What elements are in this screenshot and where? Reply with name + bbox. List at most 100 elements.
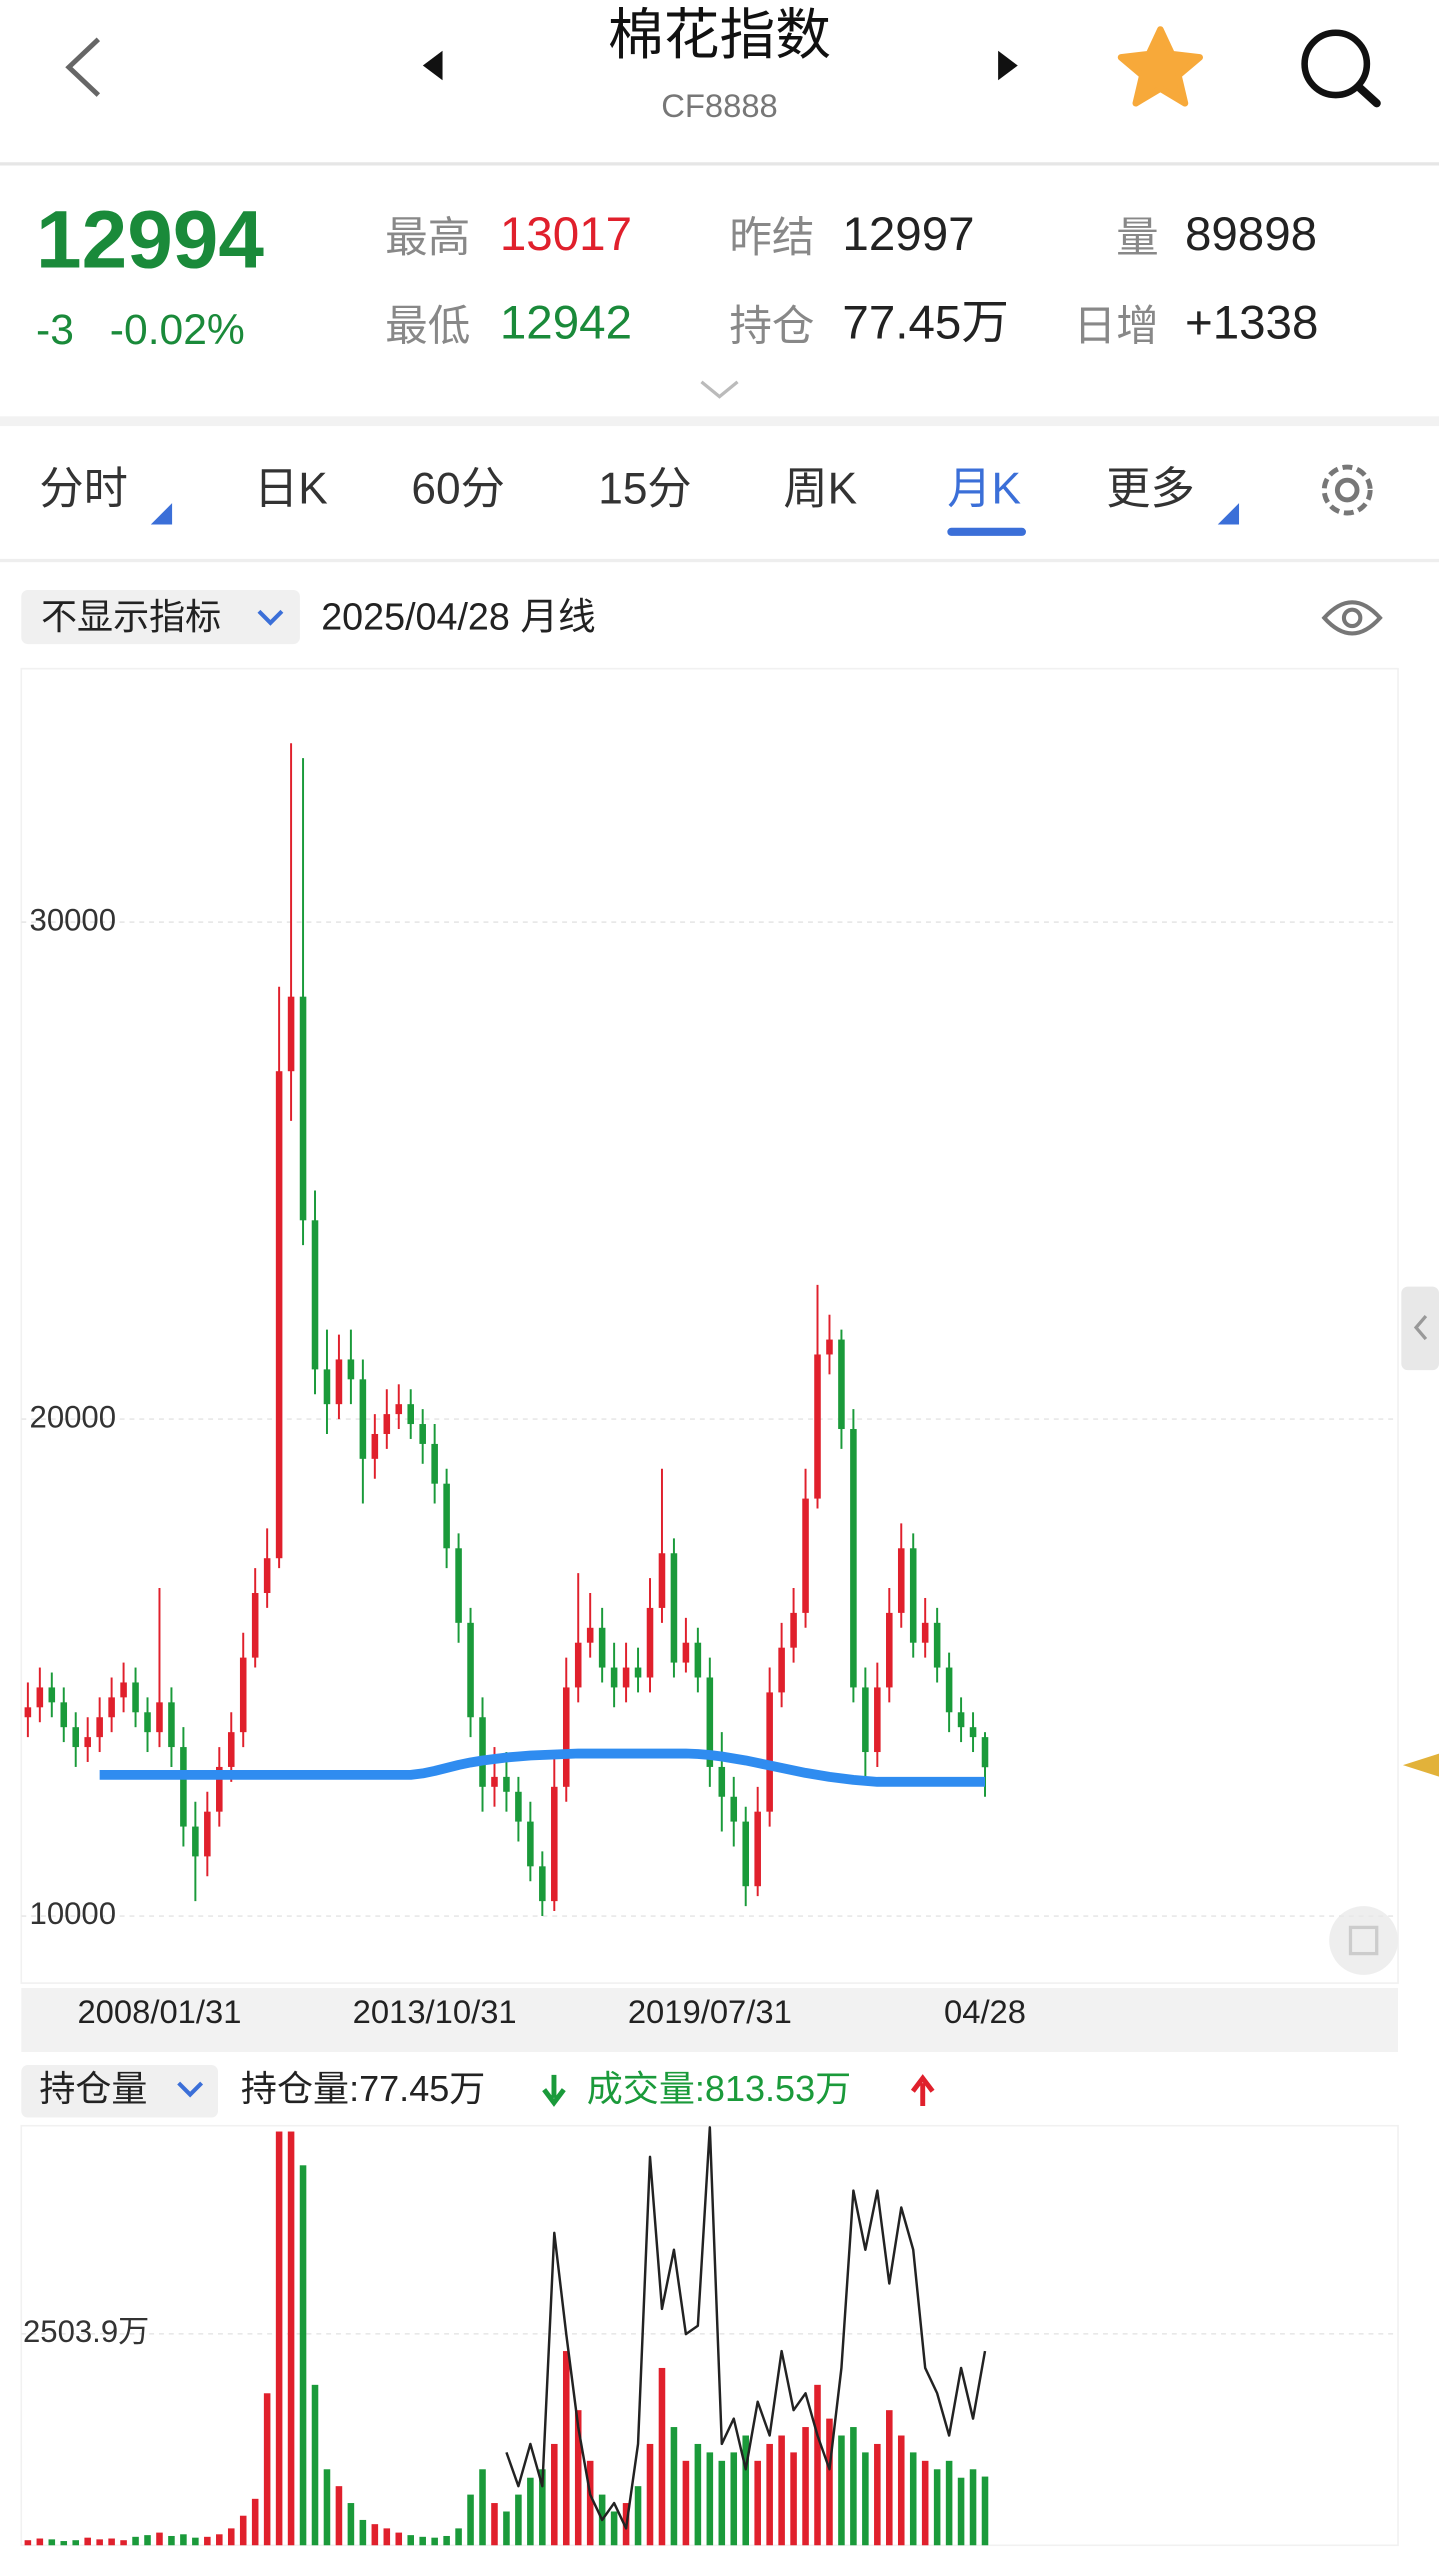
open-interest-label: 持仓量:77.45万 [241, 2068, 485, 2109]
candle-body [503, 1776, 510, 1792]
candle-body [718, 1766, 726, 1797]
period-tab[interactable]: 15分 [598, 464, 691, 513]
candle-body [395, 1404, 403, 1415]
volume-bar [395, 2532, 403, 2546]
volume-bar [658, 2367, 666, 2546]
period-tab[interactable]: 更多 [1106, 464, 1195, 513]
indicator-selector[interactable] [21, 590, 300, 645]
volume-bar [730, 2452, 738, 2546]
expand-chevron[interactable] [700, 380, 739, 399]
candle-body [957, 1712, 965, 1728]
volume-bar [634, 2486, 642, 2546]
next-button[interactable] [998, 50, 1018, 81]
volume-bar [323, 2469, 331, 2546]
quote-label: 量 [1116, 214, 1159, 262]
up-arrow [910, 2074, 935, 2107]
subtitle: CF8888 [661, 87, 778, 124]
volume-bar [682, 2460, 690, 2546]
volume-bar [826, 2418, 833, 2546]
period-tab[interactable]: 月K [947, 464, 1021, 513]
volume-bar [802, 2427, 809, 2546]
quote-value: +1338 [1185, 297, 1318, 350]
volume-bar [132, 2536, 139, 2546]
volume-bar [491, 2503, 498, 2546]
change-pct: -0.02% [110, 306, 245, 354]
candle-body [658, 1553, 666, 1608]
back-button[interactable] [65, 37, 101, 97]
side-panel-tab[interactable] [1401, 1286, 1439, 1371]
volume-bar [180, 2534, 187, 2546]
indicator-selector-label: 不显示指标 [41, 596, 221, 637]
candle-body [455, 1548, 462, 1623]
quote-label: 日增 [1074, 303, 1159, 351]
candle-body [347, 1359, 355, 1380]
candle-body [515, 1791, 522, 1822]
quote-label: 最低 [385, 303, 470, 351]
candle-body [981, 1737, 989, 1768]
search-button[interactable] [1301, 29, 1381, 108]
candle-body [610, 1667, 618, 1688]
quote-value: 77.45万 [842, 297, 1008, 350]
volume-bar [84, 2537, 91, 2546]
moving-average-line [99, 1748, 986, 1787]
candle-body [945, 1667, 953, 1713]
candle-body [909, 1548, 917, 1643]
volume-bar [586, 2460, 594, 2546]
volume-bar [862, 2452, 869, 2546]
volume-bar [407, 2535, 415, 2546]
divider [0, 558, 1439, 563]
x-tick-label: 04/28 [944, 1993, 1026, 2030]
volume-bar [778, 2435, 785, 2546]
candle-body [969, 1727, 977, 1738]
volume-bar [168, 2535, 175, 2546]
sub-indicator-selector[interactable] [21, 2065, 218, 2118]
candle-body [311, 1220, 319, 1370]
change: -3 [36, 306, 74, 354]
candle-body [646, 1607, 654, 1678]
volume-bar [24, 2540, 32, 2546]
candle-body [227, 1732, 235, 1767]
period-tab[interactable]: 分时 [39, 464, 128, 513]
period-tab[interactable]: 日K [254, 464, 328, 513]
prev-button[interactable] [422, 50, 443, 81]
volume-bar [72, 2540, 80, 2546]
dropdown-chevron [177, 2081, 204, 2098]
eye-button[interactable] [1321, 600, 1383, 636]
volume-bar [96, 2539, 103, 2546]
side-panel-chevron [1413, 1314, 1428, 1341]
volume-bar [838, 2435, 845, 2546]
volume-bar [814, 2384, 821, 2546]
volume-bar [347, 2503, 355, 2546]
candle-body [562, 1687, 570, 1787]
candle-body [574, 1642, 582, 1688]
candle-body [730, 1796, 738, 1822]
candle-body [419, 1424, 426, 1444]
candle-body [24, 1707, 32, 1718]
chart-info: 2025/04/28 月线 [321, 595, 595, 637]
favorite-star[interactable] [1117, 26, 1203, 107]
period-tab[interactable]: 60分 [411, 464, 504, 513]
volume-bar [239, 2515, 247, 2546]
candle-body [874, 1687, 881, 1753]
candle-body [886, 1612, 893, 1688]
fullscreen-button[interactable] [1329, 1906, 1399, 1975]
settings-button[interactable] [1321, 464, 1373, 516]
volume-bar [515, 2494, 522, 2546]
volume-bar [263, 2393, 271, 2546]
volume-bar [790, 2452, 797, 2546]
sub-indicator-selector-label: 持仓量 [39, 2068, 147, 2109]
down-arrow [542, 2074, 566, 2107]
volume-bar [646, 2443, 654, 2546]
candle-body [539, 1866, 546, 1902]
volume-bar [467, 2494, 474, 2546]
fullscreen-icon [1348, 1925, 1379, 1956]
period-tab[interactable]: 周K [783, 464, 857, 513]
candle-body [897, 1548, 905, 1613]
volume-bar [981, 2476, 989, 2546]
volume-bar [574, 2410, 582, 2546]
candle-body [275, 1071, 283, 1559]
y-tick-label: 2503.9万 [23, 2314, 149, 2349]
volume-bar [874, 2443, 881, 2546]
candle-body [921, 1622, 929, 1643]
volume-bar [227, 2528, 235, 2546]
